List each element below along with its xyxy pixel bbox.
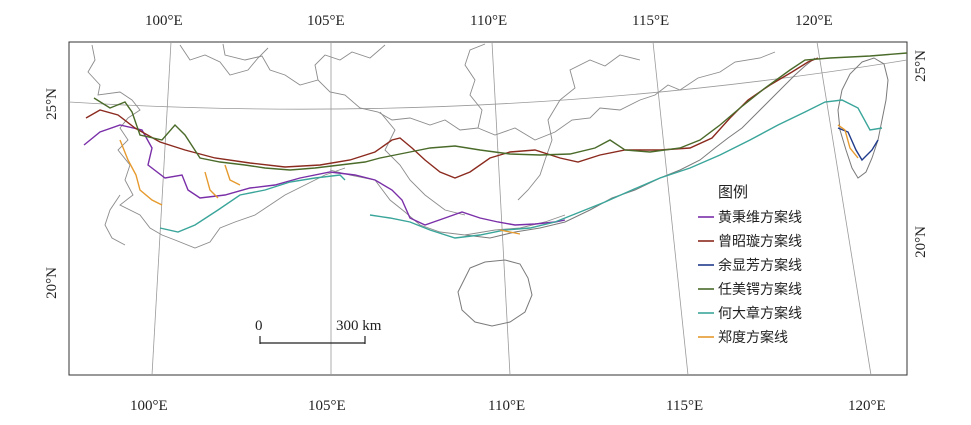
map-frame (68, 41, 908, 376)
bottom-tick-120e: 120°E (848, 398, 886, 414)
top-tick-120e: 120°E (795, 13, 833, 29)
scale-end-label: 300 km (336, 318, 382, 334)
border-hunan-south (477, 99, 641, 141)
line-zeng-zhaoxuan (85, 57, 819, 179)
legend-label-0: 黄秉维方案线 (718, 209, 802, 226)
border-chongqing (314, 44, 386, 81)
top-tick-115e: 115°E (632, 13, 669, 29)
taiwan-island (837, 57, 889, 179)
left-tick-25n: 25°N (44, 88, 60, 120)
parallel-25 (68, 59, 908, 110)
coastline (457, 57, 889, 327)
admin-boundaries (87, 43, 776, 249)
scale-start-label: 0 (255, 318, 263, 334)
left-tick-20n: 20°N (44, 267, 60, 299)
legend-label-5: 郑度方案线 (718, 329, 788, 346)
legend-label-3: 任美锷方案线 (718, 281, 802, 298)
line-yu-xianfang (837, 127, 879, 162)
graticule (68, 41, 908, 376)
meridian-100 (151, 41, 172, 376)
legend-label-2: 余显芳方案线 (718, 257, 802, 274)
meridian-110 (491, 41, 511, 376)
scale-bar: 0 300 km (255, 318, 382, 344)
meridian-115 (652, 41, 689, 376)
border-myanmar (104, 194, 126, 246)
border-guizhou (222, 43, 479, 131)
border-guangxi-guangdong (517, 99, 561, 201)
top-tick-105e: 105°E (307, 13, 345, 29)
meridian-120 (816, 41, 872, 376)
line-huang-bingwei (83, 124, 566, 226)
bottom-tick-105e: 105°E (308, 398, 346, 414)
border-fujian (639, 51, 776, 101)
bottom-tick-110e: 110°E (488, 398, 525, 414)
line-ren-meie (93, 52, 908, 171)
right-tick-25n: 25°N (913, 50, 929, 82)
legend-label-4: 何大章方案线 (718, 305, 802, 322)
right-tick-20n: 20°N (913, 226, 929, 258)
line-he-dazhang (159, 99, 883, 239)
bottom-tick-115e: 115°E (666, 398, 703, 414)
top-tick-110e: 110°E (470, 13, 507, 29)
hainan-island (457, 259, 533, 327)
border-hunan-west (464, 43, 486, 129)
legend-label-1: 曾昭璇方案线 (718, 233, 802, 250)
bottom-tick-100e: 100°E (130, 398, 168, 414)
coastline-mainland (464, 57, 816, 239)
division-lines (83, 52, 908, 239)
line-zheng-du (119, 124, 859, 235)
border-yunnan (87, 44, 271, 249)
legend-title: 图例 (718, 183, 748, 201)
border-sichuan (179, 44, 269, 76)
border-jiangxi (559, 54, 641, 101)
top-tick-100e: 100°E (145, 13, 183, 29)
border-guangxi-inner (379, 111, 466, 216)
